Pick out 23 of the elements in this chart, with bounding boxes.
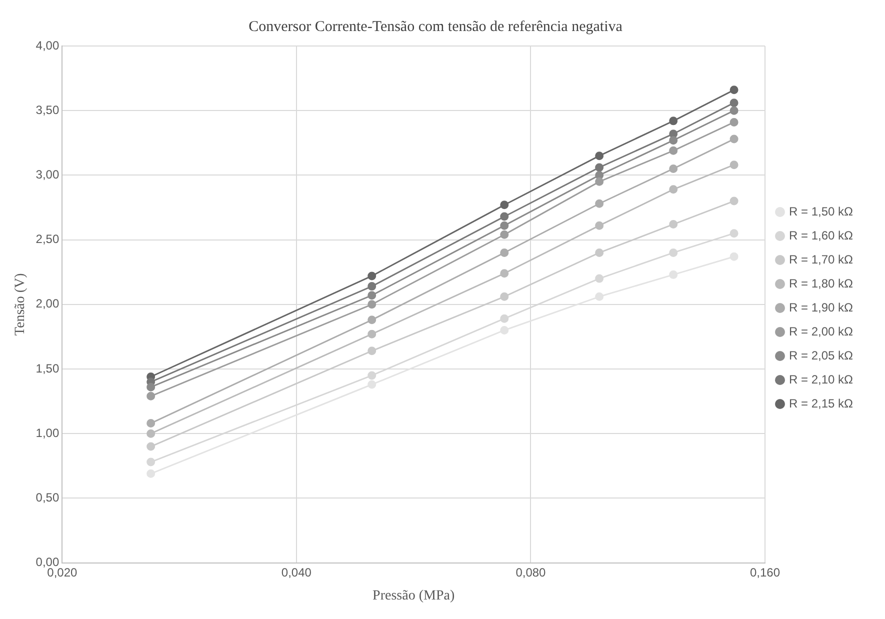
y-tick-label: 1,50 [36,361,60,376]
legend-label: R = 2,10 kΩ [789,372,854,386]
legend-label: R = 1,90 kΩ [789,300,854,314]
legend-label: R = 2,00 kΩ [789,324,854,338]
y-tick-label: 3,00 [36,168,60,182]
x-axis-title: Pressão (MPa) [372,588,455,604]
y-tick-label: 4,00 [36,38,60,52]
y-tick-label: 0,50 [36,490,60,505]
legend-label: R = 1,70 kΩ [789,252,854,266]
legend-label: R = 1,60 kΩ [789,228,854,242]
y-tick-label: 1,00 [36,426,60,440]
x-tick-label: 0,160 [750,565,780,580]
legend-label: R = 1,80 kΩ [789,276,854,290]
x-tick-label: 0,080 [516,565,546,580]
y-axis-title: Tensão (V) [13,272,28,336]
y-tick-label: 2,50 [36,232,60,246]
legend-label: R = 2,05 kΩ [789,348,854,362]
legend-label: R = 1,50 kΩ [789,204,854,218]
legend-label: R = 2,15 kΩ [789,396,854,410]
y-tick-label: 3,50 [36,102,60,117]
x-tick-label: 0,040 [281,565,312,580]
y-tick-label: 2,00 [36,296,60,311]
chart-title: Conversor Corrente-Tensão com tensão de referência negativa [248,18,623,35]
